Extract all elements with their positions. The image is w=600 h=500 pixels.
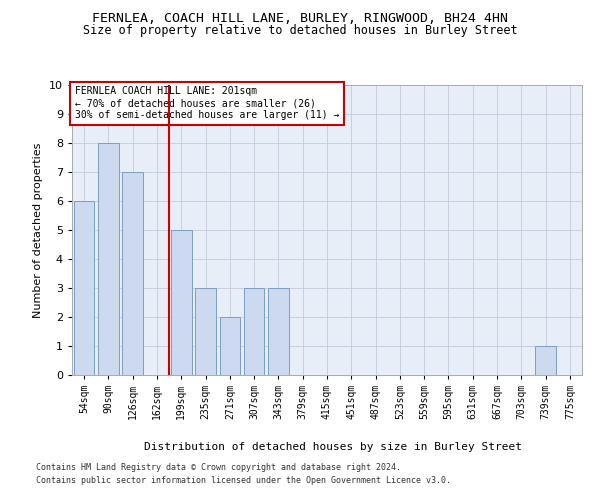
Bar [98, 143, 119, 375]
Text: Size of property relative to detached houses in Burley Street: Size of property relative to detached ho… [83, 24, 517, 37]
Y-axis label: Number of detached properties: Number of detached properties [34, 142, 43, 318]
Bar [220, 317, 240, 375]
Bar [268, 288, 289, 375]
Bar [171, 230, 191, 375]
Text: Contains HM Land Registry data © Crown copyright and database right 2024.: Contains HM Land Registry data © Crown c… [36, 464, 401, 472]
Bar [122, 172, 143, 375]
Text: FERNLEA, COACH HILL LANE, BURLEY, RINGWOOD, BH24 4HN: FERNLEA, COACH HILL LANE, BURLEY, RINGWO… [92, 12, 508, 26]
Text: Contains public sector information licensed under the Open Government Licence v3: Contains public sector information licen… [36, 476, 451, 485]
Bar [74, 201, 94, 375]
Bar [244, 288, 265, 375]
Text: Distribution of detached houses by size in Burley Street: Distribution of detached houses by size … [144, 442, 522, 452]
Bar [535, 346, 556, 375]
Bar [195, 288, 216, 375]
Text: FERNLEA COACH HILL LANE: 201sqm
← 70% of detached houses are smaller (26)
30% of: FERNLEA COACH HILL LANE: 201sqm ← 70% of… [74, 86, 339, 120]
